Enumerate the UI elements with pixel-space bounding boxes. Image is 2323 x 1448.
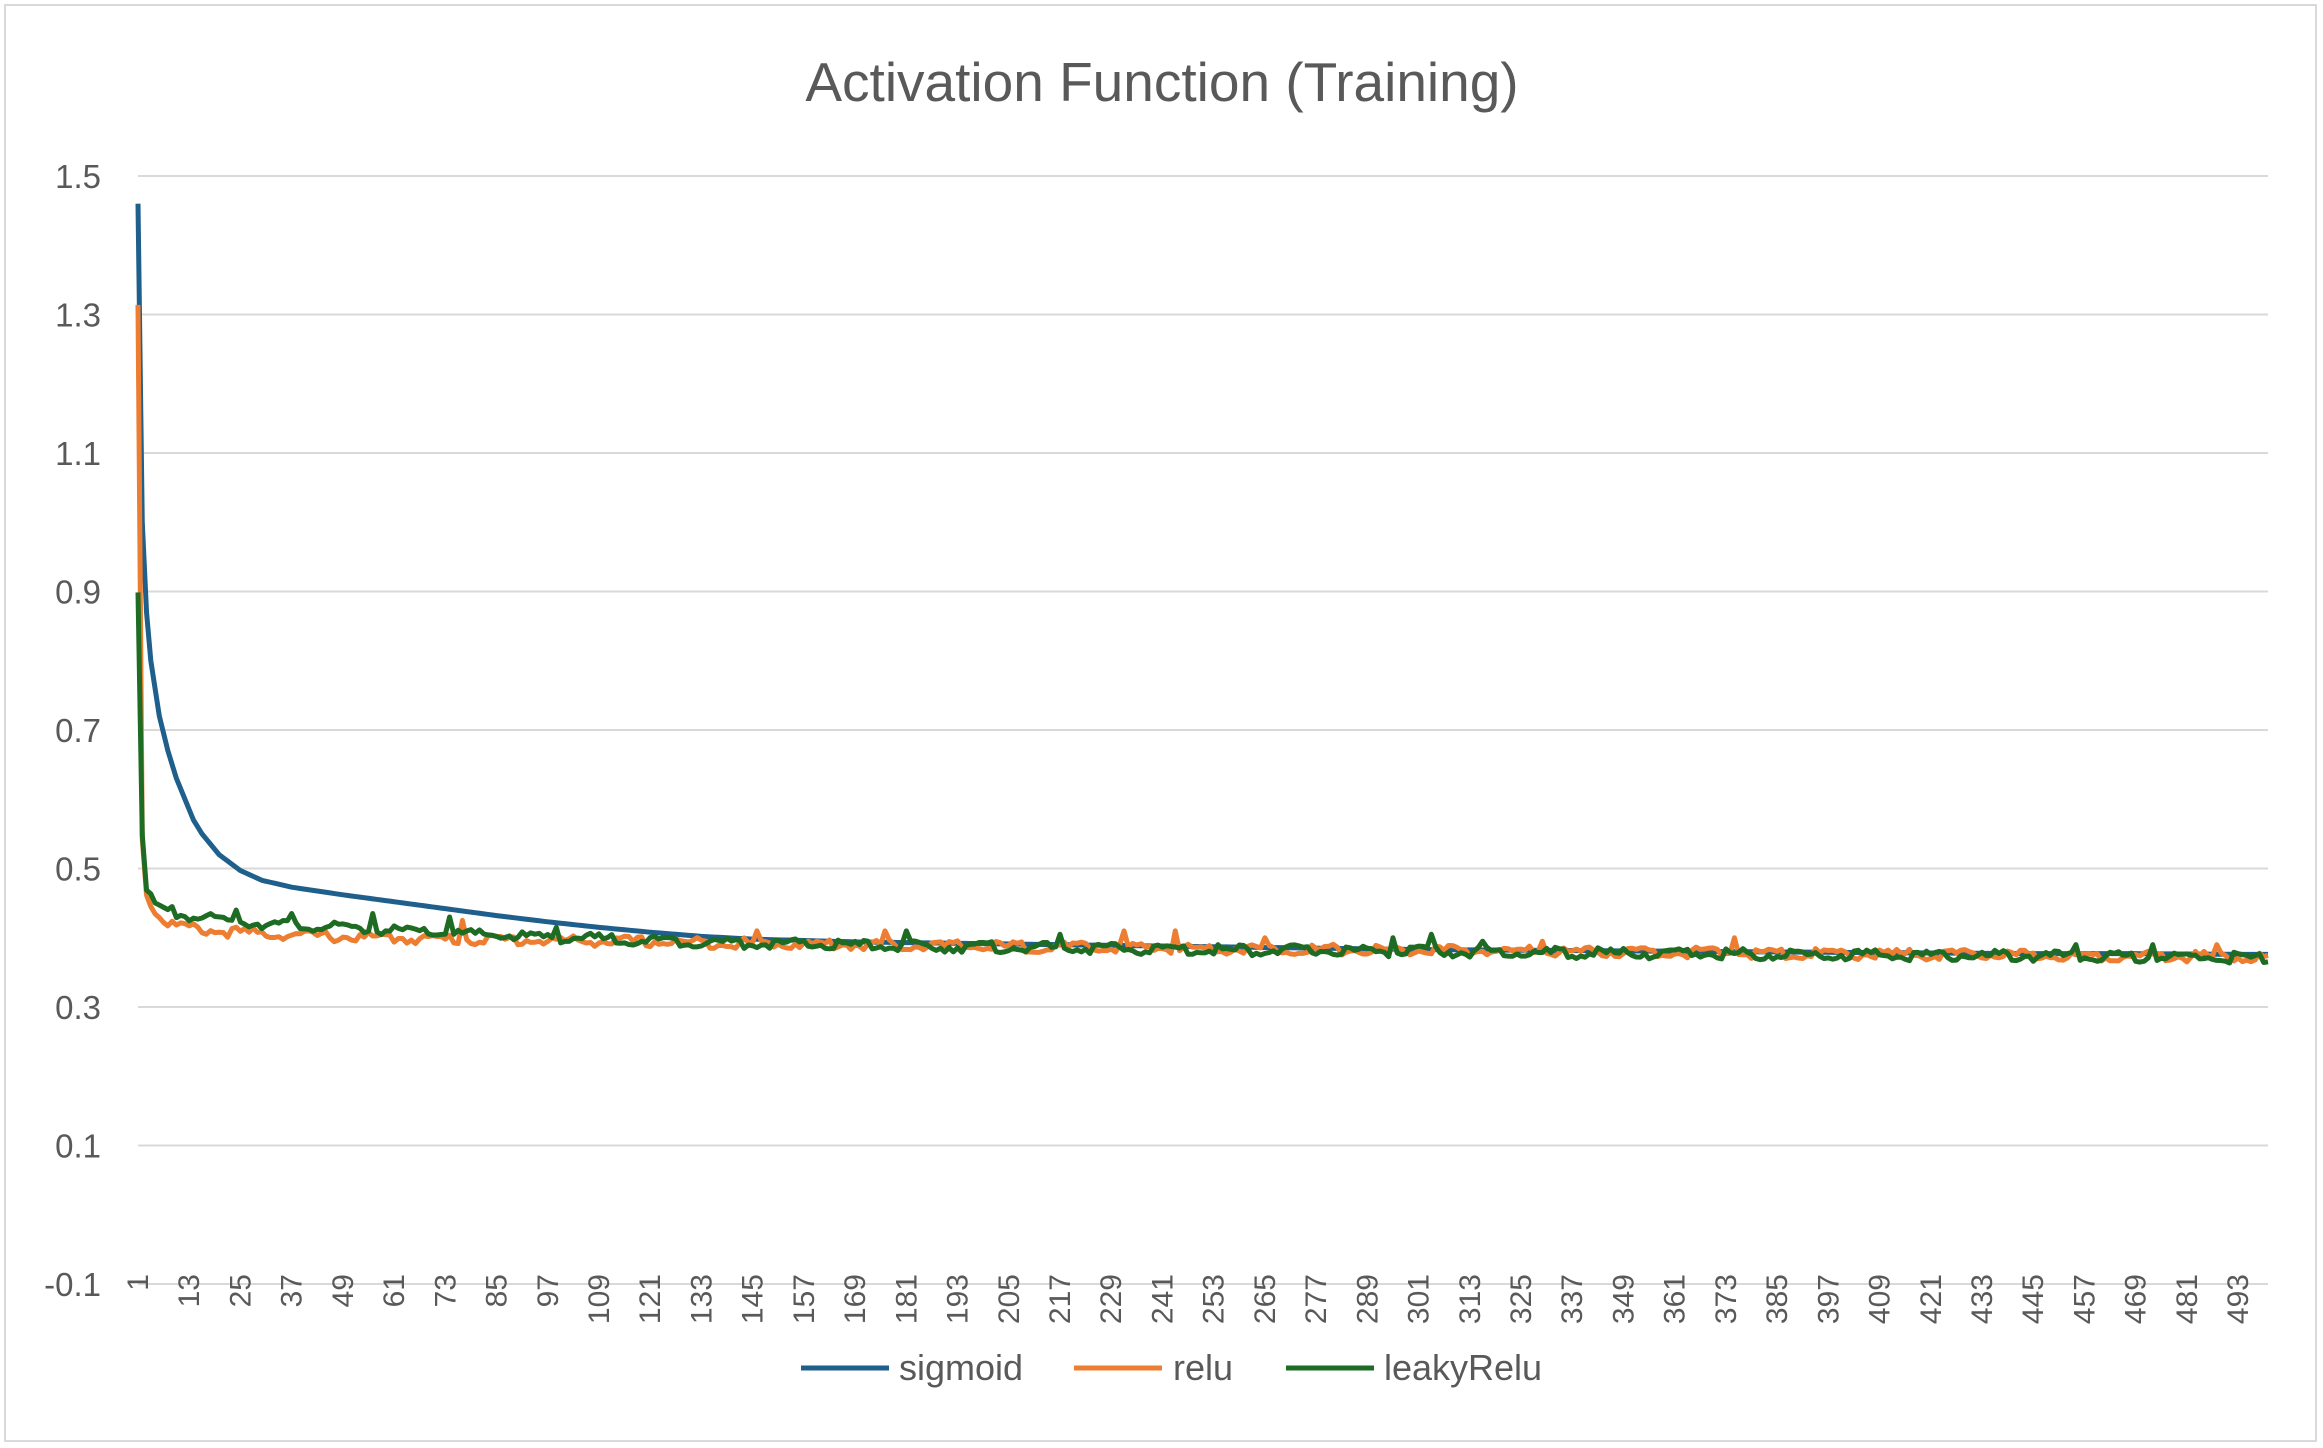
gridlines (138, 175, 2268, 1285)
y-tick-label: 0.3 (55, 989, 101, 1026)
legend-label-leakyRelu: leakyRelu (1384, 1347, 1542, 1388)
x-tick-label: 205 (993, 1274, 1026, 1324)
y-tick-label: 1.3 (55, 297, 101, 334)
chart-svg: Activation Function (Training) 1.5 1.3 1.1… (44, 51, 2269, 1388)
x-tick-label: 1 (122, 1274, 155, 1291)
x-tick-label: 337 (1556, 1274, 1589, 1324)
x-tick-label: 481 (2171, 1274, 2204, 1324)
legend-label-relu: relu (1173, 1347, 1233, 1388)
x-tick-label: 241 (1146, 1274, 1179, 1324)
x-tick-label: 61 (378, 1274, 411, 1307)
x-tick-label: 25 (224, 1274, 257, 1307)
x-tick-label: 289 (1351, 1274, 1384, 1324)
x-tick-label: 97 (532, 1274, 565, 1307)
x-tick-label: 301 (1403, 1274, 1436, 1324)
x-tick-label: 397 (1812, 1274, 1845, 1324)
x-tick-label: 85 (481, 1274, 514, 1307)
x-tick-label: 229 (1095, 1274, 1128, 1324)
series-line-sigmoid (135, 203, 2268, 957)
x-tick-label: 37 (276, 1274, 309, 1307)
x-tick-label: 265 (1249, 1274, 1282, 1324)
x-tick-label: 409 (1864, 1274, 1897, 1324)
y-tick-label: 0.9 (55, 574, 101, 611)
series-line-relu (135, 304, 2269, 965)
x-tick-label: 193 (942, 1274, 975, 1324)
x-tick-label: 421 (1915, 1274, 1948, 1324)
chart-title: Activation Function (Training) (805, 51, 1518, 113)
x-tick-label: 157 (788, 1274, 821, 1324)
x-tick-label: 181 (890, 1274, 923, 1324)
x-tick-label: 373 (1710, 1274, 1743, 1324)
x-tick-label: 325 (1505, 1274, 1538, 1324)
y-tick-label: 0.7 (55, 712, 101, 749)
x-tick-label: 349 (1607, 1274, 1640, 1324)
y-tick-label: 0.5 (55, 851, 101, 888)
x-tick-label: 361 (1659, 1274, 1692, 1324)
chart-frame: Activation Function (Training) 1.5 1.3 1.1… (4, 4, 2317, 1442)
legend: sigmoid relu leakyRelu (801, 1347, 1542, 1388)
y-tick-label: 1.5 (55, 158, 101, 195)
x-tick-label: 253 (1198, 1274, 1231, 1324)
x-axis-ticks: 1 13 25 37 49 61 73 85 97 109 121 133 145 157 169 181 19… (122, 1274, 2255, 1324)
x-tick-label: 73 (429, 1274, 462, 1307)
x-tick-label: 445 (2017, 1274, 2050, 1324)
x-tick-label: 217 (1044, 1274, 1077, 1324)
x-tick-label: 493 (2222, 1274, 2255, 1324)
x-tick-label: 433 (1966, 1274, 1999, 1324)
x-tick-label: 49 (327, 1274, 360, 1307)
y-tick-label: 1.1 (55, 435, 101, 472)
x-tick-label: 145 (737, 1274, 770, 1324)
x-tick-label: 457 (2068, 1274, 2101, 1324)
x-tick-label: 133 (685, 1274, 718, 1324)
series-lines (135, 203, 2269, 966)
legend-label-sigmoid: sigmoid (899, 1347, 1023, 1388)
x-tick-label: 121 (634, 1274, 667, 1324)
y-axis-ticks: 1.5 1.3 1.1 0.9 0.7 0.5 0.3 0.1 -0.1 (44, 158, 101, 1303)
x-tick-label: 109 (583, 1274, 616, 1324)
y-tick-label: 0.1 (55, 1128, 101, 1165)
series-line-leakyRelu (135, 592, 2269, 966)
x-tick-label: 313 (1454, 1274, 1487, 1324)
x-tick-label: 385 (1761, 1274, 1794, 1324)
x-tick-label: 169 (839, 1274, 872, 1324)
y-tick-label: -0.1 (44, 1266, 101, 1303)
x-tick-label: 277 (1300, 1274, 1333, 1324)
x-tick-label: 469 (2120, 1274, 2153, 1324)
x-tick-label: 13 (173, 1274, 206, 1307)
